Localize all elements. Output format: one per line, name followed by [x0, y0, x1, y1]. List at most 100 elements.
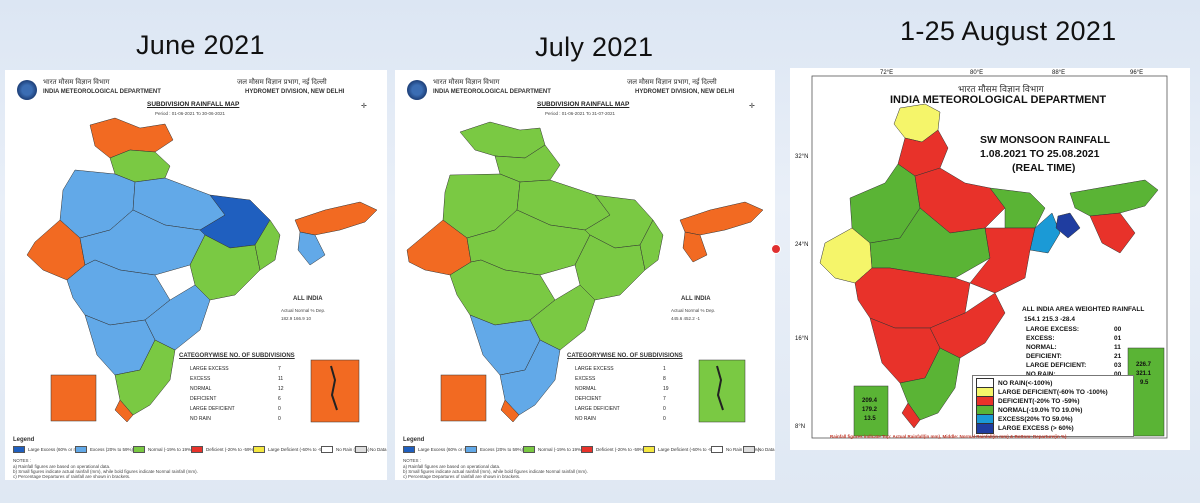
aug-island-value: 9.5 [1140, 380, 1149, 386]
map-period: Period : 01-06-2021 To 30-06-2021 [155, 111, 225, 116]
map-period: Period : 01-06-2021 To 31-07-2021 [545, 111, 615, 116]
aug-lon-label: 96°E [1130, 70, 1144, 76]
category-value: 0 [278, 406, 281, 412]
aug-lat-label: 16°N [795, 336, 809, 342]
legend-item: Deficient (-20% to -59%) [581, 446, 645, 453]
category-row: LARGE DEFICIENT [575, 406, 620, 412]
note-line: b) Small figures indicate actual rainfal… [403, 469, 588, 474]
all-india-values: 182.9 166.9 10 [281, 316, 312, 321]
aug-footer: Rainfall figures indicate Top: Actual Ra… [830, 434, 1067, 439]
header-dept-right: HYDROMET DIVISION, NEW DELHI [635, 89, 735, 95]
aug-island-value: 179.2 [862, 407, 878, 413]
category-value: 0 [663, 406, 666, 412]
aug-count-label: EXCESS: [1026, 335, 1055, 342]
aug-legend: NO RAIN(<-100%) LARGE DEFICIENT(-60% TO … [972, 375, 1134, 437]
june-india-map [26, 117, 378, 423]
legend-item: Deficient (-20% to -59%) [191, 446, 255, 453]
header-hindi-left: भारत मौसम विज्ञान विभाग [43, 79, 110, 86]
aug-island-value: 209.4 [862, 398, 878, 404]
map-title: SUBDIVISION RAINFALL MAP [147, 101, 240, 108]
all-india-label: ALL INDIA [681, 296, 711, 302]
aug-count-value: 00 [1114, 326, 1122, 333]
aug-island-value: 13.5 [864, 416, 876, 422]
aug-count-label: LARGE DEFICIENT: [1026, 362, 1087, 369]
map-title: SUBDIVISION RAINFALL MAP [537, 101, 630, 108]
all-india-label: ALL INDIA [293, 296, 323, 302]
category-row: NO RAIN [575, 416, 596, 422]
category-list: LARGE EXCESS 1 EXCESS 8 NORMAL 19 DEFICI… [575, 366, 675, 436]
note-line: a) Rainfall figures are based on operati… [403, 464, 501, 469]
title-august: 1-25 August 2021 [900, 16, 1117, 46]
aug-lon-label: 88°E [1052, 70, 1066, 76]
july-map-panel: भारत मौसम विज्ञान विभाग INDIA METEOROLOG… [395, 70, 775, 480]
legend-item: Normal (-19% to 19%) [133, 446, 193, 453]
aug-lat-label: 8°N [795, 424, 806, 430]
category-value: 0 [663, 416, 666, 422]
category-row: DEFICIENT [575, 396, 602, 402]
category-value: 7 [278, 366, 281, 372]
imd-logo [407, 80, 427, 100]
category-title: CATEGORYWISE NO. OF SUBDIVISIONS [567, 353, 683, 359]
category-value: 6 [278, 396, 281, 402]
category-row: NORMAL [190, 386, 212, 392]
legend-item: Normal (-19% to 19%) [523, 446, 583, 453]
category-row: NORMAL [575, 386, 597, 392]
aug-count-label: NO RAIN: [1026, 371, 1056, 378]
aug-count-label: DEFICIENT: [1026, 353, 1062, 360]
north-arrow-icon: ✛ [749, 103, 755, 110]
header-hindi-right: जल मौसम विज्ञान प्रभाग, नई दिल्ली [237, 79, 327, 86]
category-row: NO RAIN [190, 416, 211, 422]
all-india-headers: Actual Normal % Dep. [281, 308, 326, 313]
imd-logo [17, 80, 37, 100]
notes-title: NOTES : [403, 458, 422, 463]
header-dept-left: INDIA METEOROLOGICAL DEPARTMENT [43, 89, 161, 95]
aug-count-value: 11 [1114, 344, 1121, 351]
north-arrow-icon: ✛ [361, 103, 367, 110]
august-map-panel: भारत मौसम विज्ञान विभाग INDIA METEOROLOG… [790, 68, 1190, 450]
header-dept-left: INDIA METEOROLOGICAL DEPARTMENT [433, 89, 551, 95]
aug-count-label: LARGE EXCESS: [1026, 326, 1080, 333]
legend-item: Excess (20% to 59%) [465, 446, 523, 453]
aug-legend-item: LARGE EXCESS (> 60%) [976, 423, 1074, 434]
category-row: LARGE DEFICIENT [190, 406, 235, 412]
aug-count-value: 21 [1114, 353, 1122, 360]
aug-lon-label: 80°E [970, 70, 984, 76]
category-title: CATEGORYWISE NO. OF SUBDIVISIONS [179, 353, 295, 359]
aug-lat-label: 24°N [795, 242, 809, 248]
category-value: 1 [663, 366, 666, 372]
aug-dept-header: INDIA METEOROLOGICAL DEPARTMENT [890, 94, 1107, 106]
title-july: July 2021 [535, 32, 654, 62]
legend-item: Large Excess (60% or more) [13, 446, 85, 453]
aug-heading-line: (REAL TIME) [1012, 162, 1076, 174]
aug-count-value: 00 [1114, 371, 1121, 378]
legend-item: No Rain (-100%) [321, 446, 370, 453]
aug-counts: LARGE EXCESS: 00 EXCESS: 01 NORMAL: 11 D… [1026, 326, 1136, 386]
july-india-map [406, 121, 764, 423]
legend-item: No Data [355, 446, 387, 453]
note-line: c) Percentage Departures of rainfall are… [403, 474, 521, 479]
category-value: 11 [278, 376, 284, 382]
category-value: 19 [663, 386, 669, 392]
category-list: LARGE EXCESS 7 EXCESS 11 NORMAL 12 DEFIC… [190, 366, 290, 436]
header-hindi-right: जल मौसम विज्ञान प्रभाग, नई दिल्ली [627, 79, 717, 86]
category-row: EXCESS [575, 376, 596, 382]
legend-item: Large Excess (60% or more) [403, 446, 475, 453]
header-hindi-left: भारत मौसम विज्ञान विभाग [433, 79, 500, 86]
aug-lon-label: 72°E [880, 70, 894, 76]
legend-item: No Data [743, 446, 775, 453]
aug-lat-label: 32°N [795, 154, 809, 160]
note-line: a) Rainfall figures are based on operati… [13, 464, 111, 469]
aug-heading-line: 1.08.2021 TO 25.08.2021 [980, 148, 1100, 160]
aug-count-value: 03 [1114, 362, 1122, 369]
aug-count-value: 01 [1114, 335, 1122, 342]
legend-title: Legend [403, 437, 425, 443]
category-row: LARGE EXCESS [190, 366, 229, 372]
all-india-headers: Actual Normal % Dep. [671, 308, 716, 313]
category-row: DEFICIENT [190, 396, 217, 402]
aug-island-value: 321.1 [1136, 371, 1152, 377]
legend-title: Legend [13, 437, 35, 443]
category-row: LARGE EXCESS [575, 366, 614, 372]
legend-item: Large Deficient (-60% to -99%) [643, 446, 720, 453]
header-dept-right: HYDROMET DIVISION, NEW DELHI [245, 89, 345, 95]
note-line: c) Percentage Departures of rainfall are… [13, 474, 131, 479]
